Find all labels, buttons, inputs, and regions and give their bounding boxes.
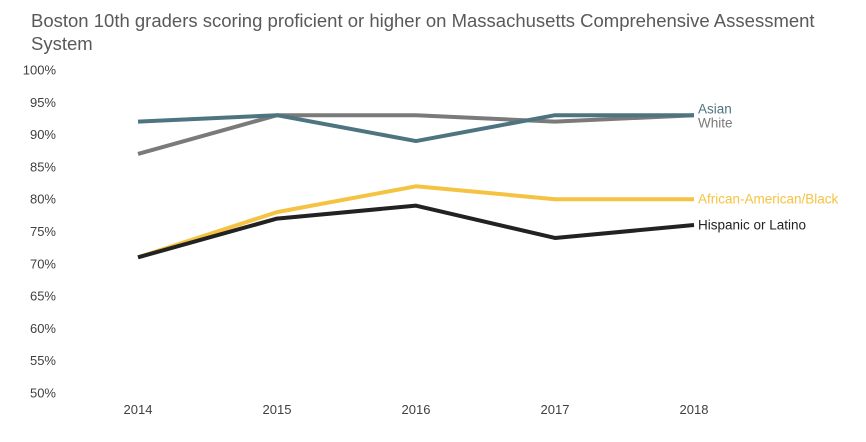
y-tick-label: 80% <box>30 192 56 207</box>
x-tick-label: 2016 <box>402 402 431 417</box>
y-tick-label: 50% <box>30 386 56 401</box>
x-tick-label: 2014 <box>124 402 153 417</box>
x-tick-label: 2017 <box>541 402 570 417</box>
y-tick-label: 60% <box>30 321 56 336</box>
y-tick-label: 95% <box>30 95 56 110</box>
series-lines <box>137 113 695 260</box>
series-label-hispanic-or-latino: Hispanic or Latino <box>698 218 806 233</box>
series-line-asian <box>137 113 694 144</box>
series-label-asian: Asian <box>698 102 732 117</box>
y-tick-label: 75% <box>30 224 56 239</box>
y-axis: 50% 55% 60% 65% 70% 75% 80% 85% 90% 95% 100% <box>23 63 57 401</box>
y-tick-label: 70% <box>30 256 56 271</box>
y-tick-label: 100% <box>23 63 57 78</box>
series-label-african-american-black: African-American/Black <box>698 192 839 207</box>
series-label-white: White <box>698 116 733 131</box>
series-line-white <box>137 113 695 156</box>
y-tick-label: 55% <box>30 353 56 368</box>
chart-title: Boston 10th graders scoring proficient o… <box>31 10 815 54</box>
y-tick-label: 90% <box>30 127 56 142</box>
x-tick-label: 2015 <box>263 402 292 417</box>
x-axis: 2014 2015 2016 2017 2018 <box>124 402 709 417</box>
series-line-hispanic-or-latino <box>137 203 695 260</box>
series-line-african-american-black <box>137 184 694 260</box>
y-tick-label: 85% <box>30 159 56 174</box>
x-tick-label: 2018 <box>680 402 709 417</box>
y-tick-label: 65% <box>30 289 56 304</box>
